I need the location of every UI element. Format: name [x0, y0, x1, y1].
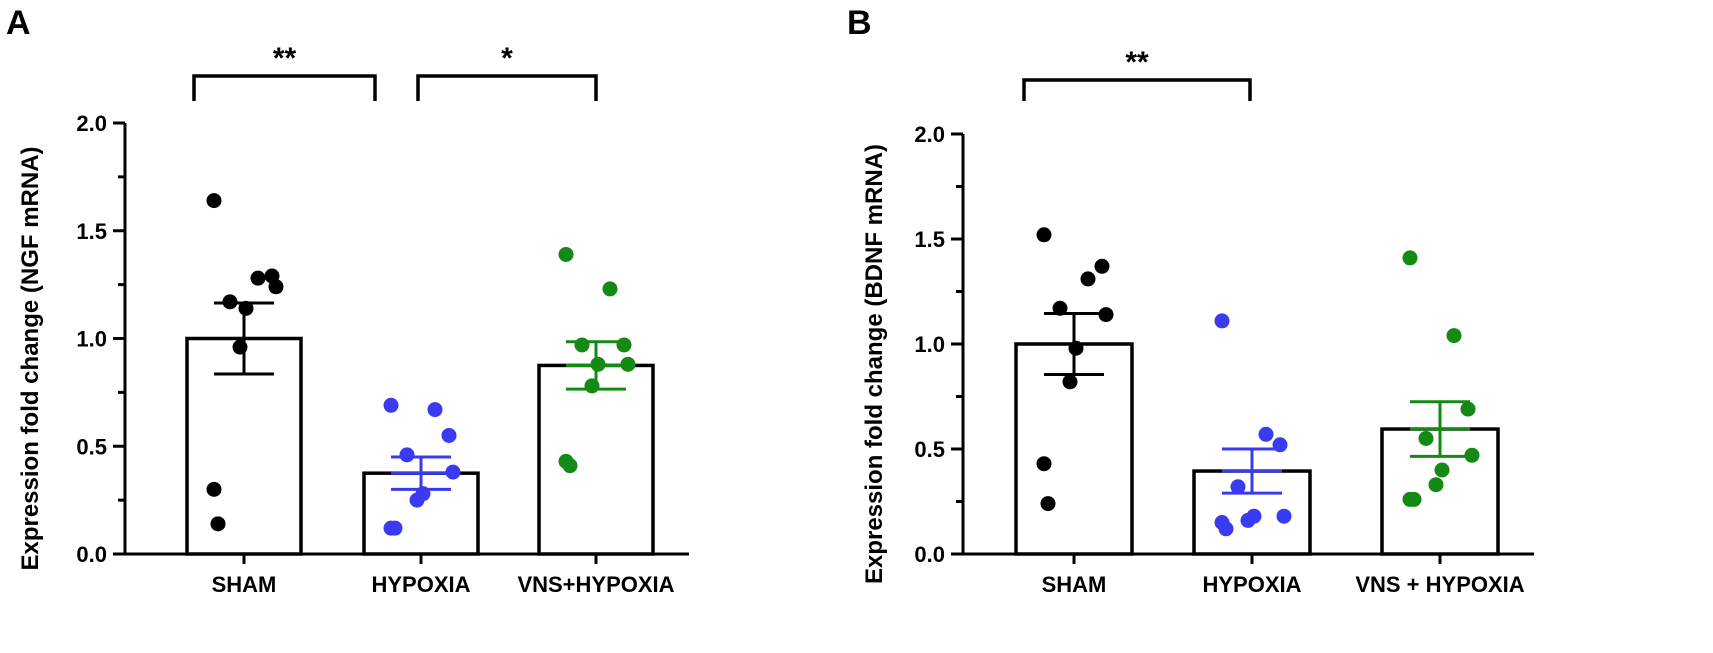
data-point — [1428, 477, 1444, 493]
y-tick-label: 0.0 — [914, 542, 945, 567]
significance-label: * — [501, 42, 513, 75]
y-tick-label: 1.0 — [76, 327, 107, 352]
data-point — [383, 397, 399, 413]
category-label: VNS + HYPOXIA — [1355, 572, 1524, 597]
category-label: SHAM — [212, 572, 277, 597]
category-label: SHAM — [1042, 572, 1107, 597]
data-point — [427, 402, 443, 418]
data-point — [1080, 271, 1096, 287]
significance-bracket — [1022, 78, 1252, 101]
data-point — [268, 279, 284, 295]
data-point — [206, 481, 222, 497]
data-point — [602, 281, 618, 297]
y-tick-label: 1.5 — [914, 227, 945, 252]
significance-bracket — [192, 74, 377, 101]
y-tick-label: 0.0 — [76, 542, 107, 567]
data-point — [1276, 508, 1292, 524]
significance-label: ** — [273, 42, 297, 75]
category-label: VNS+HYPOXIA — [517, 572, 674, 597]
data-point — [1062, 374, 1078, 390]
category-label: HYPOXIA — [1202, 572, 1301, 597]
panel-letter: B — [847, 4, 872, 42]
data-point — [409, 492, 425, 508]
y-tick-label: 1.0 — [914, 332, 945, 357]
data-point — [1230, 479, 1246, 495]
data-point — [1258, 426, 1274, 442]
data-point — [441, 427, 457, 443]
data-point — [1434, 462, 1450, 478]
data-point — [1464, 447, 1480, 463]
category-label: HYPOXIA — [371, 572, 470, 597]
data-point — [574, 337, 590, 353]
data-point — [620, 356, 636, 372]
data-point — [1446, 328, 1462, 344]
data-point — [1218, 521, 1234, 537]
chart-panel-b: B 0.0 0.5 1.0 1.5 2.0 Expression fold change (… — [847, 4, 1534, 597]
data-point — [1036, 227, 1052, 243]
data-point — [250, 270, 266, 286]
panel-letter: A — [6, 4, 31, 42]
chart-panel-a: A 0.0 0.5 1.0 1.5 2.0 Expression fold change (… — [6, 4, 689, 597]
data-point — [1214, 313, 1230, 329]
y-tick-label: 2.0 — [76, 111, 107, 136]
data-point — [210, 516, 226, 532]
data-point — [387, 520, 403, 536]
y-tick-label: 0.5 — [76, 434, 107, 459]
significance-label: ** — [1125, 46, 1149, 79]
data-point — [558, 246, 574, 262]
significance-bracket — [416, 74, 598, 101]
data-point — [1402, 250, 1418, 266]
data-point — [445, 464, 461, 480]
y-tick-label: 2.0 — [914, 122, 945, 147]
y-axis-label: Expression fold change (NGF mRNA) — [17, 146, 44, 570]
data-point — [562, 458, 578, 474]
y-tick-label: 1.5 — [76, 219, 107, 244]
data-point — [1406, 491, 1422, 507]
data-point — [1418, 431, 1434, 446]
data-point — [399, 447, 415, 463]
data-point — [1098, 307, 1114, 323]
bar — [537, 363, 655, 556]
y-tick-label: 0.5 — [914, 437, 945, 462]
data-point — [238, 300, 254, 316]
data-point — [1040, 496, 1056, 512]
y-axis-label: Expression fold change (BDNF mRNA) — [861, 144, 888, 584]
data-point — [1036, 456, 1052, 472]
data-point — [1460, 401, 1476, 417]
data-point — [1240, 512, 1256, 528]
data-point — [206, 193, 222, 209]
data-point — [616, 337, 632, 353]
data-point — [1094, 258, 1110, 274]
